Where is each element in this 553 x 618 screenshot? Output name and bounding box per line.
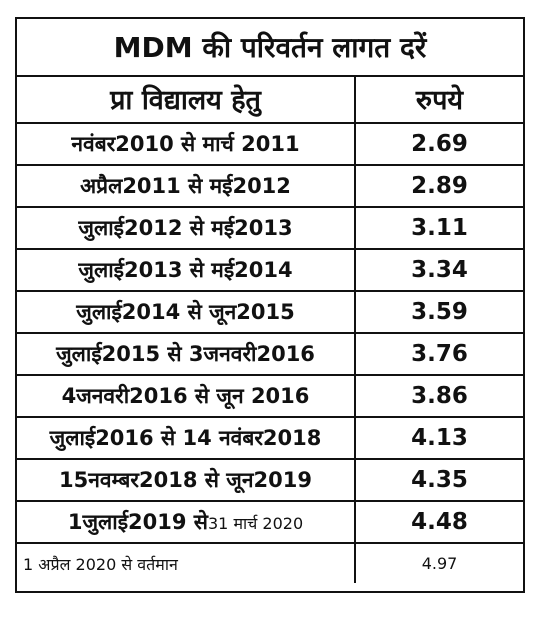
rate-cell: 2.69 bbox=[354, 122, 523, 166]
period-cell: जुलाई2014 से जून2015 bbox=[17, 290, 356, 334]
table-row: 4जनवरी2016 से जून 2016 3.86 bbox=[17, 374, 523, 418]
period-cell: अप्रैल2011 से मई2012 bbox=[17, 164, 356, 208]
table-row: 1 अप्रैल 2020 से वर्तमान 4.97 bbox=[17, 542, 523, 583]
table-row: 15नवम्बर2018 से जून2019 4.35 bbox=[17, 458, 523, 502]
header-school: प्रा विद्यालय हेतु bbox=[17, 75, 356, 124]
period-cell: जुलाई2013 से मई2014 bbox=[17, 248, 356, 292]
rates-table: प्रा विद्यालय हेतु रुपये नवंबर2010 से मा… bbox=[17, 75, 523, 583]
period-cell: 15नवम्बर2018 से जून2019 bbox=[17, 458, 356, 502]
period-end: 31 मार्च 2020 bbox=[208, 514, 304, 533]
period-cell: 1जुलाई2019 से31 मार्च 2020 bbox=[17, 500, 356, 544]
rate-cell: 3.11 bbox=[354, 206, 523, 250]
period-cell: जुलाई2012 से मई2013 bbox=[17, 206, 356, 250]
page-title: MDM की परिवर्तन लागत दरें bbox=[17, 19, 523, 77]
rate-cell: 2.89 bbox=[354, 164, 523, 208]
header-rupees: रुपये bbox=[354, 75, 523, 124]
period-cell: नवंबर2010 से मार्च 2011 bbox=[17, 122, 356, 166]
period-cell: 4जनवरी2016 से जून 2016 bbox=[17, 374, 356, 418]
rate-cell: 4.48 bbox=[354, 500, 523, 544]
rate-cell: 3.59 bbox=[354, 290, 523, 334]
rate-cell: 3.86 bbox=[354, 374, 523, 418]
table-row: जुलाई2012 से मई2013 3.11 bbox=[17, 206, 523, 250]
table-row: जुलाई2015 से 3जनवरी2016 3.76 bbox=[17, 332, 523, 376]
table-header-row: प्रा विद्यालय हेतु रुपये bbox=[17, 75, 523, 124]
table-row: अप्रैल2011 से मई2012 2.89 bbox=[17, 164, 523, 208]
rate-cell: 4.97 bbox=[354, 542, 523, 583]
period-cell: जुलाई2015 से 3जनवरी2016 bbox=[17, 332, 356, 376]
period-cell: जुलाई2016 से 14 नवंबर2018 bbox=[17, 416, 356, 460]
period-start: 1जुलाई2019 से bbox=[67, 510, 208, 534]
table-row: 1जुलाई2019 से31 मार्च 2020 4.48 bbox=[17, 500, 523, 544]
rate-cell: 3.34 bbox=[354, 248, 523, 292]
table-row: जुलाई2014 से जून2015 3.59 bbox=[17, 290, 523, 334]
table-row: जुलाई2013 से मई2014 3.34 bbox=[17, 248, 523, 292]
period-cell: 1 अप्रैल 2020 से वर्तमान bbox=[17, 542, 356, 583]
table-row: नवंबर2010 से मार्च 2011 2.69 bbox=[17, 122, 523, 166]
rate-cell: 3.76 bbox=[354, 332, 523, 376]
rate-cell: 4.35 bbox=[354, 458, 523, 502]
table-row: जुलाई2016 से 14 नवंबर2018 4.13 bbox=[17, 416, 523, 460]
rate-cell: 4.13 bbox=[354, 416, 523, 460]
rate-sheet: MDM की परिवर्तन लागत दरें प्रा विद्यालय … bbox=[15, 17, 525, 593]
